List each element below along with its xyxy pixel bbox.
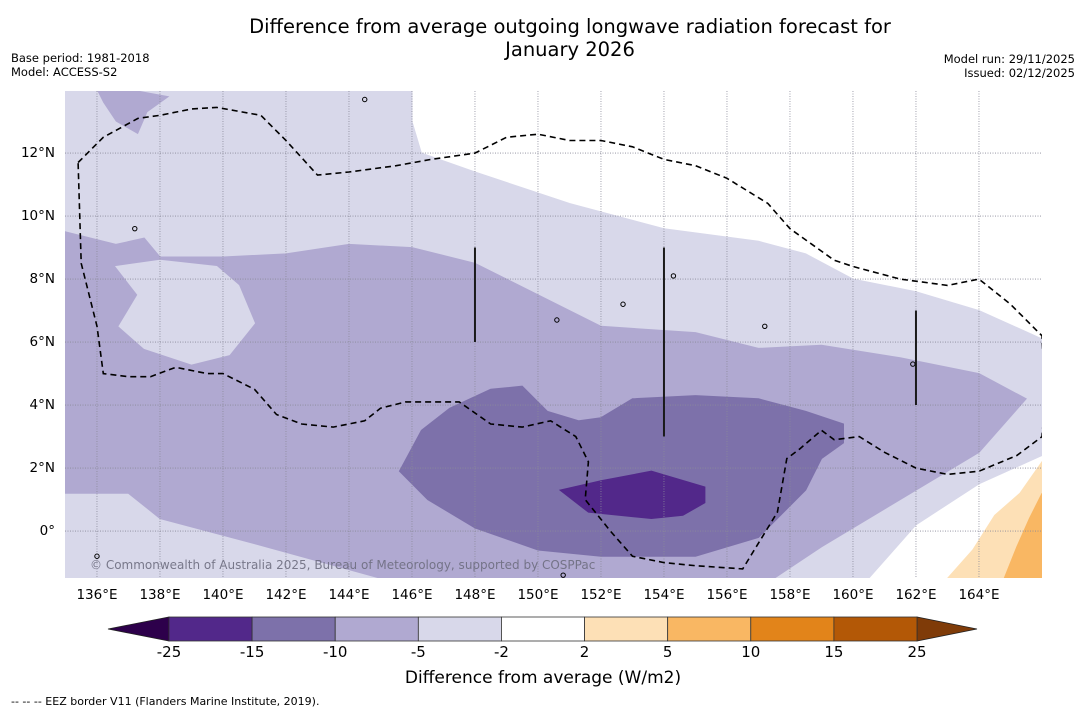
- colorbar-segment: [417, 616, 502, 642]
- colorbar-tick-label: 10: [741, 643, 761, 661]
- colorbar-tick-label: -15: [239, 643, 265, 661]
- meta-right: Model run: 29/11/2025 Issued: 02/12/2025: [944, 52, 1075, 80]
- copyright-notice: © Commonwealth of Australia 2025, Bureau…: [90, 558, 596, 572]
- anomaly-region: [97, 91, 170, 135]
- island-outline: [910, 361, 916, 367]
- lat-tick-label: 4°N: [29, 397, 55, 414]
- eez-border-line: [77, 106, 1042, 570]
- anomaly-regions: [65, 91, 1042, 578]
- model-run: Model run: 29/11/2025: [943, 52, 1075, 66]
- lon-tick-label: 142°E: [265, 587, 307, 603]
- lon-tick-label: 154°E: [643, 587, 685, 603]
- colorbar-segment: [501, 616, 585, 642]
- chart-title-line1: Difference from average outgoing longwav…: [249, 15, 891, 38]
- colorbar-segment: [334, 616, 419, 642]
- colorbar-segment: [584, 616, 669, 642]
- lon-tick-label: 160°E: [832, 587, 874, 603]
- colorbar-segment: [251, 616, 336, 642]
- colorbar-segment: [833, 616, 918, 642]
- colorbar-tick-label: 25: [907, 643, 927, 661]
- chart-title: Difference from average outgoing longwav…: [170, 15, 970, 61]
- island-outline: [362, 96, 368, 103]
- base-period: Base period: 1981-2018: [11, 51, 150, 65]
- island-outline: [94, 553, 100, 559]
- anomaly-region: [558, 470, 706, 520]
- island-outline: [620, 301, 626, 307]
- colorbar-tick-label: -2: [493, 643, 509, 661]
- lat-tick-label: 8°N: [29, 271, 55, 288]
- lon-tick-label: 136°E: [76, 587, 118, 603]
- colorbar: [107, 616, 978, 642]
- chart-title-line2: January 2026: [505, 38, 635, 61]
- anomaly-region: [1003, 493, 1042, 578]
- lat-tick-label: 10°N: [20, 208, 55, 225]
- lon-tick-label: 146°E: [391, 587, 433, 603]
- colorbar-tick-label: -5: [410, 643, 426, 661]
- island-outline: [560, 572, 566, 578]
- lon-tick-label: 162°E: [895, 587, 937, 603]
- lon-tick-label: 140°E: [202, 587, 244, 603]
- lon-tick-label: 152°E: [580, 587, 622, 603]
- colorbar-tick-label: -25: [156, 643, 182, 661]
- eez-borders: [77, 106, 1042, 570]
- island-outline: [762, 323, 768, 330]
- colorbar-tick-label: 15: [824, 643, 844, 661]
- lon-tick-label: 156°E: [706, 587, 748, 603]
- lon-tick-label: 148°E: [454, 587, 496, 603]
- island-outline: [670, 273, 677, 279]
- colorbar-extend-min: [107, 616, 170, 642]
- lat-tick-label: 0°: [39, 523, 55, 540]
- anomaly-region: [114, 259, 256, 365]
- colorbar-tick-label: 5: [662, 643, 673, 661]
- colorbar-segment: [168, 616, 253, 642]
- lon-tick-label: 144°E: [328, 587, 370, 603]
- eez-legend-footnote: -- -- -- EEZ border V11 (Flanders Marine…: [11, 695, 320, 708]
- lon-tick-label: 158°E: [769, 587, 811, 603]
- lon-tick-label: 164°E: [958, 587, 1000, 603]
- islands: [94, 96, 917, 578]
- island-outline: [132, 225, 138, 232]
- lat-tick-label: 12°N: [20, 145, 55, 162]
- island-outline: [554, 317, 560, 323]
- meta-left: Base period: 1981-2018 Model: ACCESS-S2: [11, 51, 150, 79]
- colorbar-segment: [750, 616, 835, 642]
- model-name: Model: ACCESS-S2: [11, 65, 118, 79]
- anomaly-region: [398, 385, 844, 557]
- colorbar-segment: [667, 616, 752, 642]
- lon-tick-label: 150°E: [517, 587, 559, 603]
- colorbar-extend-max: [916, 616, 978, 642]
- colorbar-title: Difference from average (W/m2): [404, 668, 682, 688]
- lat-tick-label: 2°N: [29, 460, 55, 477]
- lat-tick-label: 6°N: [29, 334, 55, 351]
- colorbar-tick-label: 2: [579, 643, 590, 661]
- lon-tick-label: 138°E: [139, 587, 181, 603]
- colorbar-tick-label: -10: [322, 643, 348, 661]
- issued-date: Issued: 02/12/2025: [964, 66, 1075, 80]
